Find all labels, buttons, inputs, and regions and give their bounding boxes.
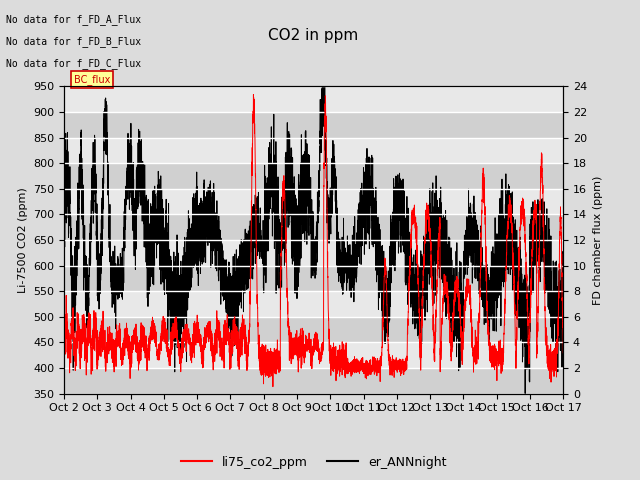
Text: BC_flux: BC_flux: [74, 74, 110, 85]
Text: No data for f_FD_C_Flux: No data for f_FD_C_Flux: [6, 58, 141, 69]
Bar: [64, 112, 563, 138]
Text: No data for f_FD_B_Flux: No data for f_FD_B_Flux: [6, 36, 141, 47]
Bar: [64, 163, 563, 189]
Bar: [64, 265, 563, 291]
Legend: li75_co2_ppm, er_ANNnight: li75_co2_ppm, er_ANNnight: [176, 451, 451, 474]
Bar: [64, 215, 563, 240]
Y-axis label: Li-7500 CO2 (ppm): Li-7500 CO2 (ppm): [17, 187, 28, 293]
Text: No data for f_FD_A_Flux: No data for f_FD_A_Flux: [6, 14, 141, 25]
Bar: [64, 317, 563, 342]
Text: CO2 in ppm: CO2 in ppm: [268, 28, 359, 43]
Y-axis label: FD chamber flux (ppm): FD chamber flux (ppm): [593, 175, 603, 305]
Bar: [64, 368, 563, 394]
